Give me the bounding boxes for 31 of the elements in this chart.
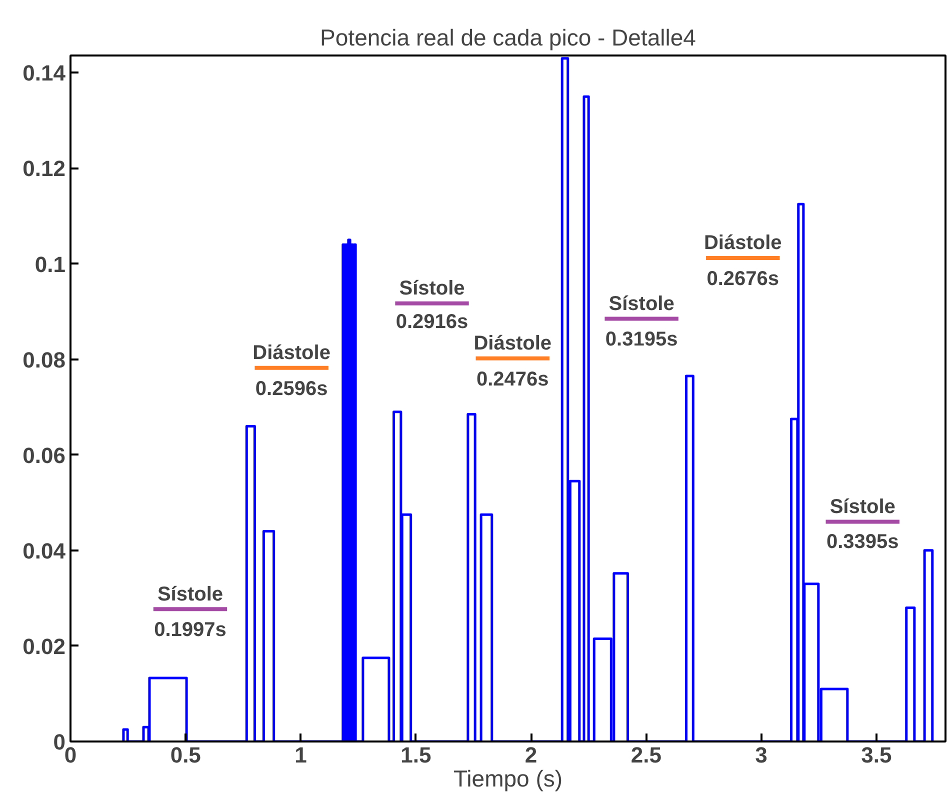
- annotation: 0.3195s: [605, 328, 678, 351]
- y-tick-label: 0.1: [34, 252, 66, 277]
- annotation: Sístole: [608, 292, 674, 315]
- y-tick-label: 0.12: [22, 156, 66, 182]
- y-tick-label: 0.02: [22, 634, 66, 659]
- x-tick-label: 1: [294, 742, 307, 768]
- chart-title: Potencia real de cada pico - Detalle4: [320, 24, 696, 50]
- y-tick-label: 0.04: [22, 538, 66, 564]
- annotation: Sístole: [399, 278, 465, 300]
- x-tick-label: 0.5: [170, 742, 201, 768]
- annotation: 0.2596s: [255, 378, 328, 400]
- x-tick-label: 3: [755, 742, 768, 768]
- x-tick-label: 2: [524, 742, 538, 768]
- line-series: [122, 57, 934, 742]
- annotation: Sístole: [830, 496, 896, 518]
- annotation: 0.3395s: [826, 530, 899, 553]
- y-tick-label: 0.14: [22, 60, 66, 86]
- y-tick-label: 0.06: [22, 442, 66, 468]
- y-tick-label: 0.08: [22, 347, 66, 372]
- x-axis-title: Tiempo (s): [453, 766, 563, 792]
- annotation: Diástole: [474, 332, 552, 355]
- annotation: Diástole: [704, 232, 782, 254]
- annotation: 0.1997s: [154, 619, 226, 642]
- annotation: Sístole: [157, 583, 224, 606]
- x-tick-label: 1.5: [400, 742, 432, 768]
- annotation: 0.2476s: [476, 368, 549, 390]
- annotation: 0.2916s: [396, 311, 468, 334]
- annotation: Diástole: [252, 342, 330, 364]
- x-tick-label: 2.5: [630, 742, 662, 768]
- x-tick-label: 3.5: [861, 742, 892, 768]
- annotation: 0.2676s: [706, 268, 780, 290]
